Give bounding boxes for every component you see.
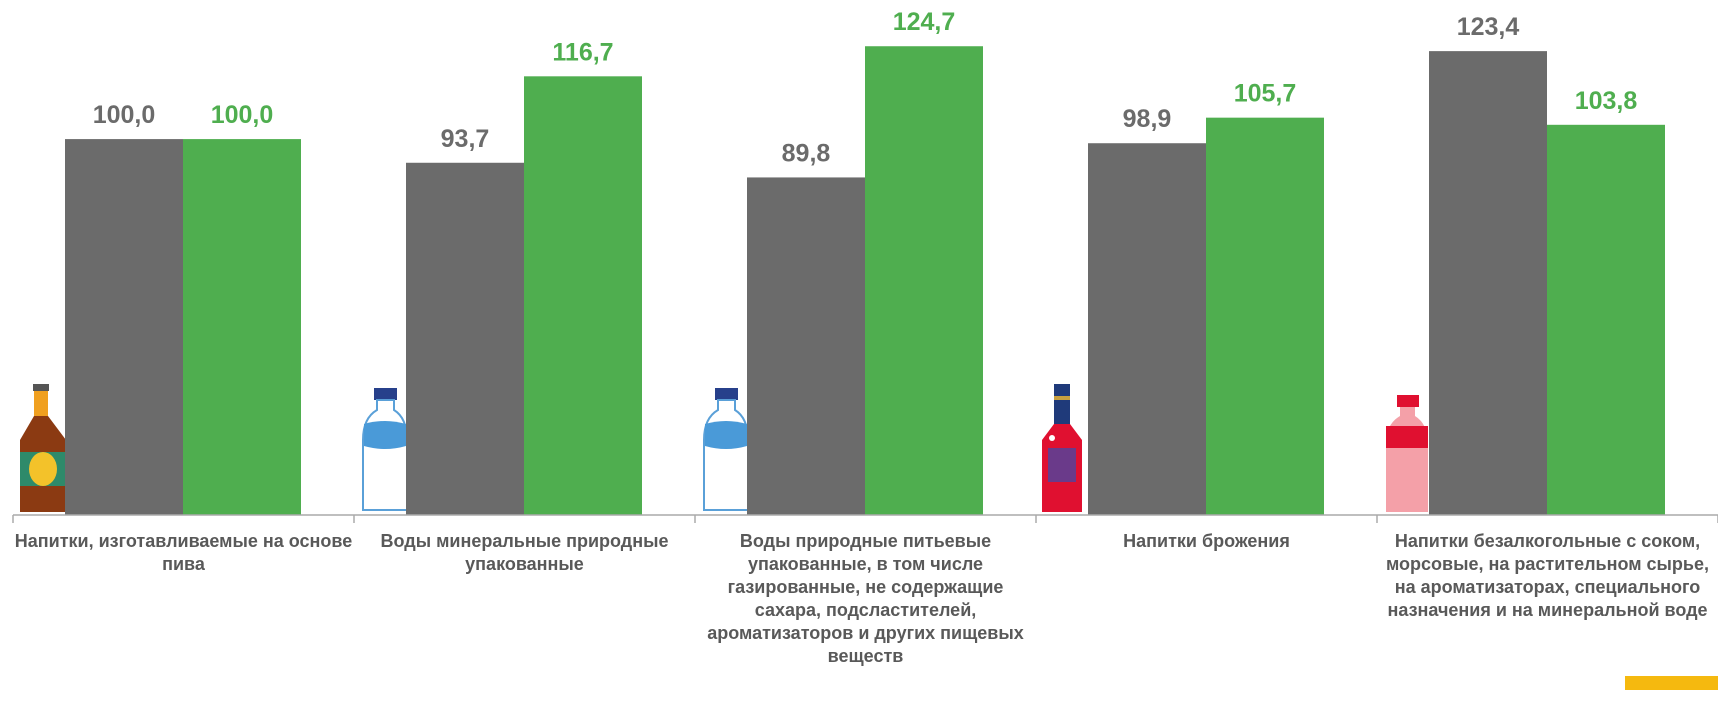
bottle-body bbox=[1386, 407, 1428, 512]
bottle-neck bbox=[1054, 384, 1070, 424]
bar bbox=[1429, 51, 1547, 516]
category-label: Воды минеральные природные упакованные bbox=[380, 531, 669, 574]
decor-bar bbox=[1625, 676, 1718, 690]
bar bbox=[406, 162, 524, 515]
bottle-ring bbox=[1054, 396, 1070, 400]
value-label: 116,7 bbox=[552, 38, 613, 66]
bottle-cap bbox=[33, 384, 49, 391]
bottle-body bbox=[703, 399, 749, 511]
bottle-cap bbox=[715, 388, 738, 400]
value-label: 123,4 bbox=[1457, 13, 1520, 41]
value-label: 93,7 bbox=[441, 125, 490, 153]
bottle-cap bbox=[374, 388, 397, 400]
category-label: Напитки брожения bbox=[1123, 531, 1290, 551]
bar bbox=[1088, 143, 1206, 515]
bar bbox=[183, 139, 301, 515]
bottle-dot bbox=[1049, 435, 1055, 441]
value-label: 100,0 bbox=[211, 101, 274, 129]
value-label: 105,7 bbox=[1234, 80, 1297, 108]
bottle-cap bbox=[1397, 395, 1419, 407]
value-label: 98,9 bbox=[1123, 105, 1172, 133]
category-label: Воды природные питьевые упакованные, в т… bbox=[707, 531, 1024, 666]
value-label: 89,8 bbox=[782, 139, 831, 167]
bottle-label bbox=[1048, 448, 1076, 482]
category-label: Напитки, изготавливаемые на основе пива bbox=[14, 531, 353, 574]
bottle-water bbox=[705, 421, 747, 449]
bar bbox=[865, 46, 983, 516]
bar bbox=[65, 139, 183, 515]
bottle-neck bbox=[34, 391, 48, 416]
bar bbox=[1547, 124, 1665, 515]
bottle-water bbox=[364, 421, 406, 449]
bottle-label bbox=[1386, 426, 1428, 448]
value-label: 103,8 bbox=[1575, 87, 1638, 115]
bar bbox=[747, 177, 865, 515]
category-label: Напитки безалкогольные с соком, морсовые… bbox=[1385, 531, 1710, 620]
bar bbox=[524, 76, 642, 516]
value-label: 124,7 bbox=[893, 8, 956, 36]
bar bbox=[1206, 117, 1324, 515]
bottle-body bbox=[362, 399, 408, 511]
value-label: 100,0 bbox=[93, 101, 156, 129]
bottle-label bbox=[29, 452, 57, 486]
